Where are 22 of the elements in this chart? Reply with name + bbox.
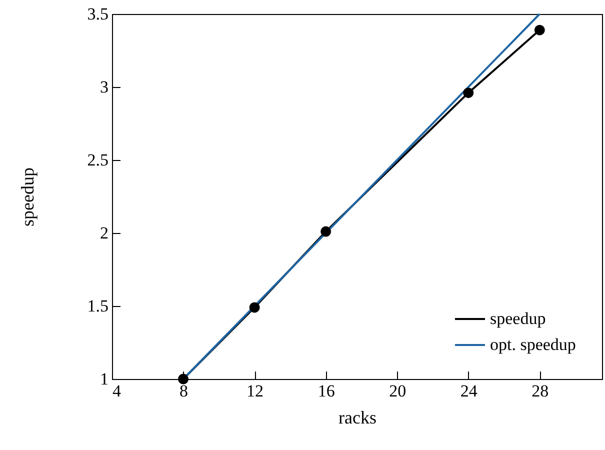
point bbox=[320, 226, 332, 237]
x-tick-label: 16 bbox=[318, 382, 335, 400]
point bbox=[178, 374, 189, 384]
y-axis-title: speedup bbox=[17, 168, 38, 226]
point bbox=[534, 24, 545, 36]
y-tick-label: 1 bbox=[100, 370, 108, 388]
y-tick-label: 2 bbox=[100, 224, 108, 242]
y-tick-label: 3.5 bbox=[87, 4, 108, 24]
x-tick-label: 12 bbox=[246, 382, 264, 400]
legend-label: speedup bbox=[490, 309, 546, 328]
x-axis-title: racks bbox=[338, 408, 376, 428]
y-tick-label: 2.5 bbox=[87, 150, 108, 170]
x-tick-label: 8 bbox=[180, 382, 188, 400]
y-tick-label: 1.5 bbox=[87, 296, 108, 316]
x-tick-label: 4 bbox=[112, 382, 122, 400]
point bbox=[249, 302, 260, 313]
point bbox=[463, 88, 474, 98]
legend-label: opt. speedup bbox=[490, 335, 576, 354]
y-tick-label: 3 bbox=[100, 78, 108, 96]
x-tick-label: 20 bbox=[389, 382, 406, 400]
x-tick-label: 28 bbox=[532, 382, 549, 400]
x-tick-label: 24 bbox=[460, 382, 478, 400]
